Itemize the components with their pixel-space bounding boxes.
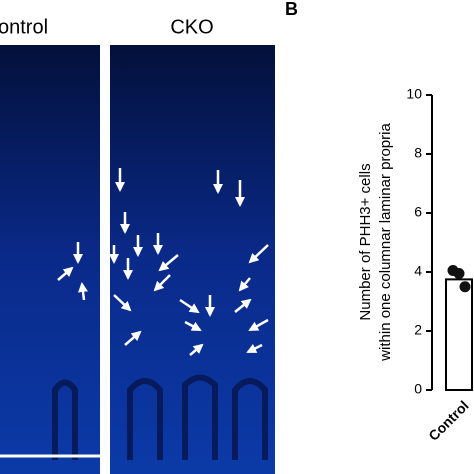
y-tick-label: 8 <box>414 145 422 161</box>
x-tick-label: Control <box>425 397 472 444</box>
y-tick-label: 4 <box>414 263 422 279</box>
y-tick-label: 2 <box>414 322 422 338</box>
panel-letter: B <box>285 0 298 19</box>
bar <box>445 278 473 391</box>
y-axis-label: within one columnar laminar propria <box>377 123 394 362</box>
data-point <box>459 281 471 293</box>
data-point <box>453 267 465 279</box>
control-image <box>0 45 100 474</box>
control-title: ontrol <box>0 16 48 38</box>
cko-title: CKO <box>170 16 213 38</box>
y-axis-label: Number of PHH3+ cells <box>357 163 374 320</box>
cko-image <box>110 45 275 474</box>
crypt-outlines <box>52 374 268 460</box>
arrows <box>57 168 269 356</box>
y-tick-label: 10 <box>406 86 422 102</box>
y-tick-label: 6 <box>414 204 422 220</box>
y-tick-label: 0 <box>414 381 422 397</box>
